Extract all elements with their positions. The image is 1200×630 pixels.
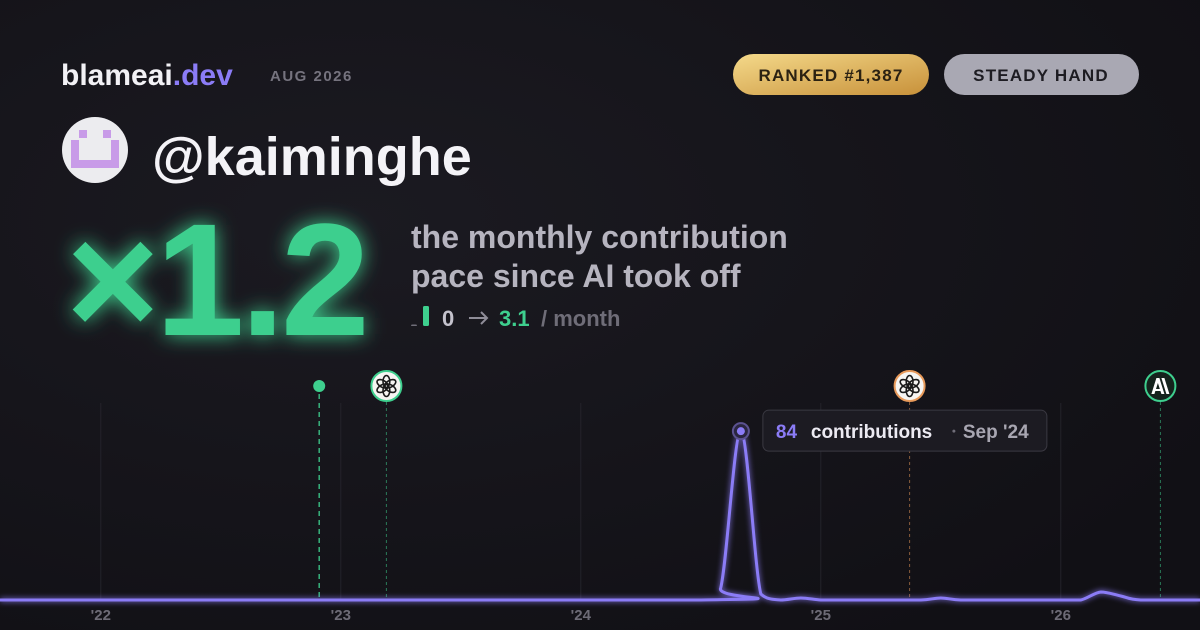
tooltip-date: Sep '24 — [963, 422, 1029, 443]
x-tick-label: '26 — [1051, 607, 1071, 624]
brand: blameai.dev — [61, 59, 233, 92]
after-value: 3.1 — [499, 306, 530, 331]
style-badge — [944, 54, 1139, 95]
openai-petal — [899, 378, 912, 389]
tooltip-label: contributions — [811, 422, 932, 443]
openai-glyph — [899, 374, 920, 398]
event-icon — [893, 370, 926, 402]
style-badge-text: STEADY HAND — [973, 66, 1109, 85]
x-tick-label: '24 — [571, 607, 592, 624]
anthropic-glyph — [1151, 378, 1170, 394]
contribution-line — [0, 429, 1200, 602]
peak-dot — [736, 427, 745, 436]
x-tick-label: '23 — [331, 607, 351, 624]
brand-suffix: .dev — [173, 59, 233, 92]
tooltip — [762, 409, 1048, 452]
openai-petal — [376, 378, 389, 389]
period: AUG 2026 — [270, 68, 353, 85]
caption-line: pace since AI took off — [411, 258, 741, 294]
tooltip-separator — [952, 429, 956, 433]
unit: / month — [541, 306, 620, 331]
event-dot — [313, 380, 326, 392]
rank-badge — [733, 54, 929, 95]
x-tick-label: '25 — [811, 607, 831, 624]
chart: '22 '23 '24 '25 '26 84 contributions Sep '24 — [0, 370, 1200, 624]
avatar — [62, 117, 128, 183]
brand-name: blameai — [61, 59, 173, 92]
caption-line: the monthly contribution — [411, 219, 788, 255]
tooltip-value: 84 — [776, 422, 798, 443]
mini-bars — [411, 306, 429, 326]
multiplier: ×1.2 — [66, 190, 366, 369]
handle: @kaiminghe — [152, 127, 472, 187]
mini-bar — [411, 324, 417, 326]
x-tick-label: '22 — [91, 607, 111, 624]
arrow — [469, 311, 489, 325]
rank-badge-text: RANKED #1,387 — [758, 66, 903, 85]
before-value: 0 — [442, 306, 454, 331]
openai-glyph — [376, 374, 397, 398]
mini-bar — [423, 306, 429, 326]
event-icon — [370, 370, 403, 402]
